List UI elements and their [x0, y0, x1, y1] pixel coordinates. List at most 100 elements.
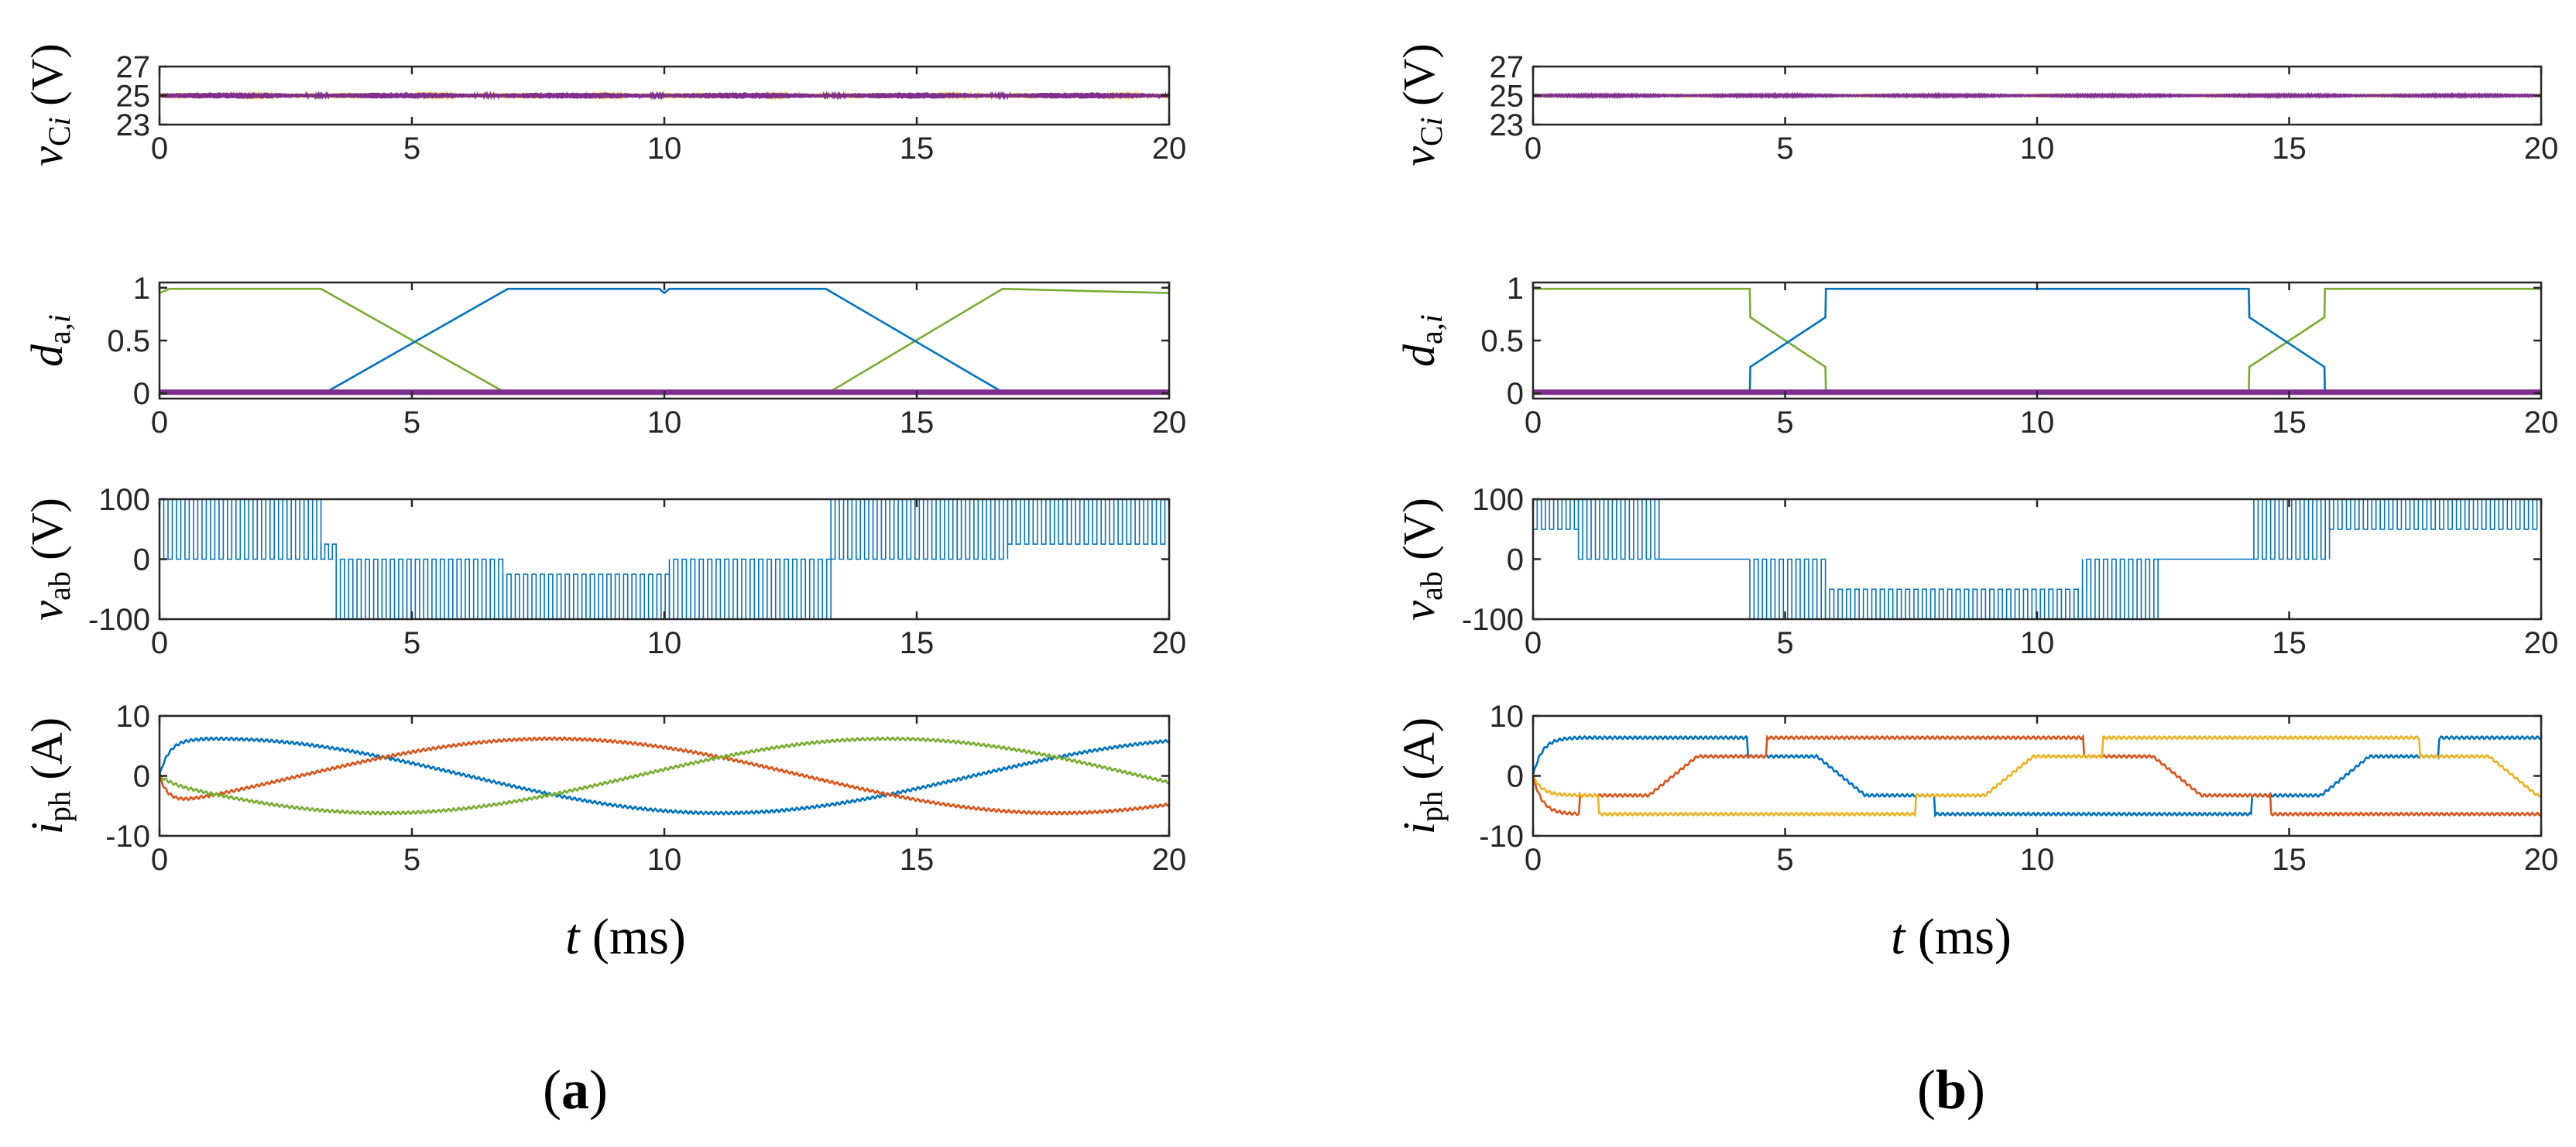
- y-axis-title-unit: (A): [1394, 717, 1444, 791]
- x-tick-label: 5: [1776, 843, 1793, 877]
- y-tick-label: -10: [1479, 820, 1524, 854]
- series-group: [159, 287, 1169, 395]
- x-axis-title-var: t: [565, 909, 581, 965]
- series-group: [1533, 498, 2541, 620]
- y-tick-label: 1: [133, 272, 150, 306]
- series-group: [159, 498, 1169, 620]
- y-tick-label: 0: [1507, 543, 1524, 577]
- x-tick-label: 20: [1152, 843, 1187, 877]
- y-tick-label: -100: [88, 603, 150, 637]
- x-tick-label: 5: [1776, 406, 1793, 440]
- y-axis-title-unit: (V): [22, 498, 72, 571]
- x-tick-label: 20: [1152, 406, 1187, 440]
- y-axis-title-unit: (V): [1394, 43, 1444, 117]
- x-tick-label: 20: [2524, 843, 2559, 877]
- axes-a-da: 0 5 10 15 20 0 0.5 1 da,i: [22, 272, 1186, 440]
- y-axis-title-var: d: [22, 344, 72, 367]
- series-pulse-segment: [830, 498, 1009, 560]
- x-tick-label: 0: [151, 626, 168, 660]
- y-tick-label: 27: [1490, 50, 1525, 84]
- x-tick-label: 10: [2020, 132, 2055, 166]
- series-pulse-segment: [502, 574, 671, 620]
- x-axis-title-unit: (ms): [579, 909, 685, 965]
- panel-label-letter: a: [561, 1059, 589, 1121]
- y-tick-label: 23: [116, 108, 151, 142]
- y-axis-title-da: da,i: [1394, 314, 1449, 367]
- x-tick-label: 20: [2524, 406, 2559, 440]
- series-line-ia: [159, 736, 1169, 816]
- y-tick-label: 10: [116, 700, 151, 734]
- y-tick-label: 25: [1490, 80, 1525, 114]
- panel-label-close: ): [589, 1059, 608, 1121]
- y-axis-title-var: d: [1394, 344, 1444, 367]
- panel-label-open: (: [543, 1059, 561, 1121]
- axes-frame: [158, 498, 1171, 621]
- y-axis-title-subi: i: [42, 117, 77, 125]
- series-group: [1533, 733, 2541, 818]
- series-group: [1533, 91, 2541, 100]
- y-axis-title-sub: ab: [1414, 571, 1449, 601]
- series-pulse-segment: [1577, 498, 1660, 560]
- y-axis-title-sub: ph: [42, 791, 77, 822]
- series-pulse-segment: [320, 543, 337, 560]
- y-axis-title-sub: C: [1414, 125, 1449, 146]
- x-tick-label: 0: [151, 406, 168, 440]
- x-tick-label: 15: [2272, 843, 2307, 877]
- series-pulse-segment: [159, 498, 322, 560]
- x-axis-title-b: t (ms): [1891, 909, 2012, 965]
- series-line-da,2: [159, 287, 1169, 394]
- series-pulse-segment: [1824, 588, 2084, 620]
- y-tick-label: -10: [105, 820, 150, 854]
- x-tick-label: 15: [900, 626, 935, 660]
- series-pulse-segment: [2081, 558, 2159, 620]
- series-group: [1533, 287, 2541, 395]
- x-tick-label: 5: [403, 843, 420, 877]
- x-tick-label: 10: [647, 843, 682, 877]
- axes-frame: [158, 281, 1171, 400]
- panel-label-close: ): [1967, 1059, 1985, 1121]
- y-axis-title-sub: ab: [42, 571, 77, 601]
- series-pulse-segment: [1749, 558, 1827, 620]
- panel-label-a: (a): [543, 1059, 608, 1121]
- y-axis-title-var: v: [22, 601, 72, 621]
- y-axis-title-vc: vCi (V): [1394, 43, 1449, 166]
- y-tick-label: 0.5: [107, 324, 150, 358]
- x-tick-label: 10: [647, 406, 682, 440]
- y-axis-title-vab: vab (V): [1394, 498, 1449, 621]
- y-axis-title-iph: iph (A): [22, 717, 77, 834]
- x-axis-title-var: t: [1891, 909, 1906, 965]
- x-tick-label: 10: [647, 626, 682, 660]
- series-line-vC2: [1533, 91, 2541, 100]
- y-tick-label: 23: [1490, 108, 1525, 142]
- y-axis-title-sub: ph: [1414, 791, 1449, 822]
- panel-label-open: (: [1917, 1059, 1936, 1121]
- x-tick-label: 15: [900, 843, 935, 877]
- x-tick-label: 5: [1776, 626, 1793, 660]
- x-tick-label: 15: [2272, 132, 2307, 166]
- x-tick-label: 0: [1525, 626, 1542, 660]
- x-tick-label: 15: [2272, 406, 2307, 440]
- y-tick-label: 0: [133, 377, 150, 411]
- y-axis-title-da: da,i: [22, 314, 77, 367]
- x-axis-title-unit: (ms): [1905, 909, 2011, 965]
- series-line-da,1: [1533, 287, 2541, 395]
- y-axis-title-var: i: [22, 822, 72, 834]
- y-axis-title-var: v: [1394, 146, 1444, 166]
- y-axis-title-unit: (V): [1394, 498, 1444, 571]
- y-axis-title-var: i: [1394, 822, 1444, 834]
- axes-frame: [1532, 281, 2543, 400]
- x-tick-label: 5: [403, 132, 420, 166]
- axes-frame: [1532, 714, 2543, 837]
- series-pulse-segment: [1007, 498, 1169, 545]
- x-tick-label: 0: [151, 843, 168, 877]
- series-pulse-segment: [668, 558, 832, 620]
- y-tick-label: 27: [116, 50, 151, 84]
- y-axis-title-sub: a,: [42, 323, 77, 344]
- y-tick-label: 10: [1490, 700, 1525, 734]
- series-pulse-segment: [2253, 498, 2331, 560]
